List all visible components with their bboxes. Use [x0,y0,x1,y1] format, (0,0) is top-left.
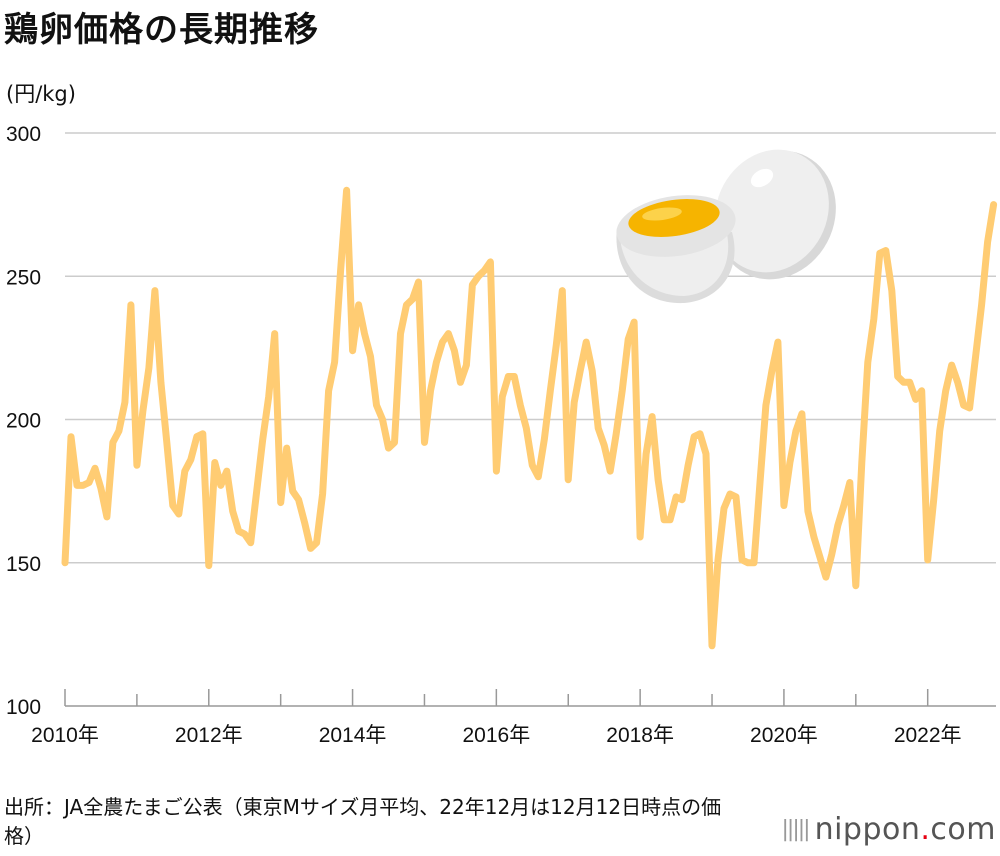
nippon-com-logo: ||||| nippon.com [782,812,997,847]
line-chart: 100 150 200 250 300 2010年 2012年 2014年 2016年 2018… [6,123,998,747]
x-tick-label: 2022年 [894,724,962,747]
x-tick-label: 2014年 [319,724,387,747]
x-tick-label: 2016年 [462,724,530,747]
x-tick-label: 2012年 [175,724,243,747]
logo-dot: . [920,812,931,847]
x-tick-label: 2020年 [750,724,818,747]
x-axis [64,689,996,707]
y-axis-unit-label: (円/kg) [6,82,76,106]
price-series-line [61,186,998,650]
logo-bars-icon: ||||| [781,817,811,842]
x-tick-labels: 2010年 2012年 2014年 2016年 2018年 2020年 2022年 [31,724,961,747]
y-tick-label: 250 [6,266,41,289]
boiled-eggs-illustration [616,149,836,304]
logo-suffix: com [930,812,996,847]
y-tick-label: 200 [6,410,41,433]
y-tick-label: 100 [6,696,41,719]
chart-title: 鶏卵価格の長期推移 [4,10,319,50]
grid-lines [65,132,996,564]
logo-text: nippon [814,812,921,847]
y-tick-labels: 100 150 200 250 300 [6,123,41,719]
y-tick-label: 150 [6,553,41,576]
x-tick-label: 2018年 [606,724,674,747]
x-tick-label: 2010年 [31,724,99,747]
y-tick-label: 300 [6,123,41,146]
source-note: 出所：JA全農たまご公表（東京Mサイズ月平均、22年12月は12月12日時点の価… [4,795,722,848]
